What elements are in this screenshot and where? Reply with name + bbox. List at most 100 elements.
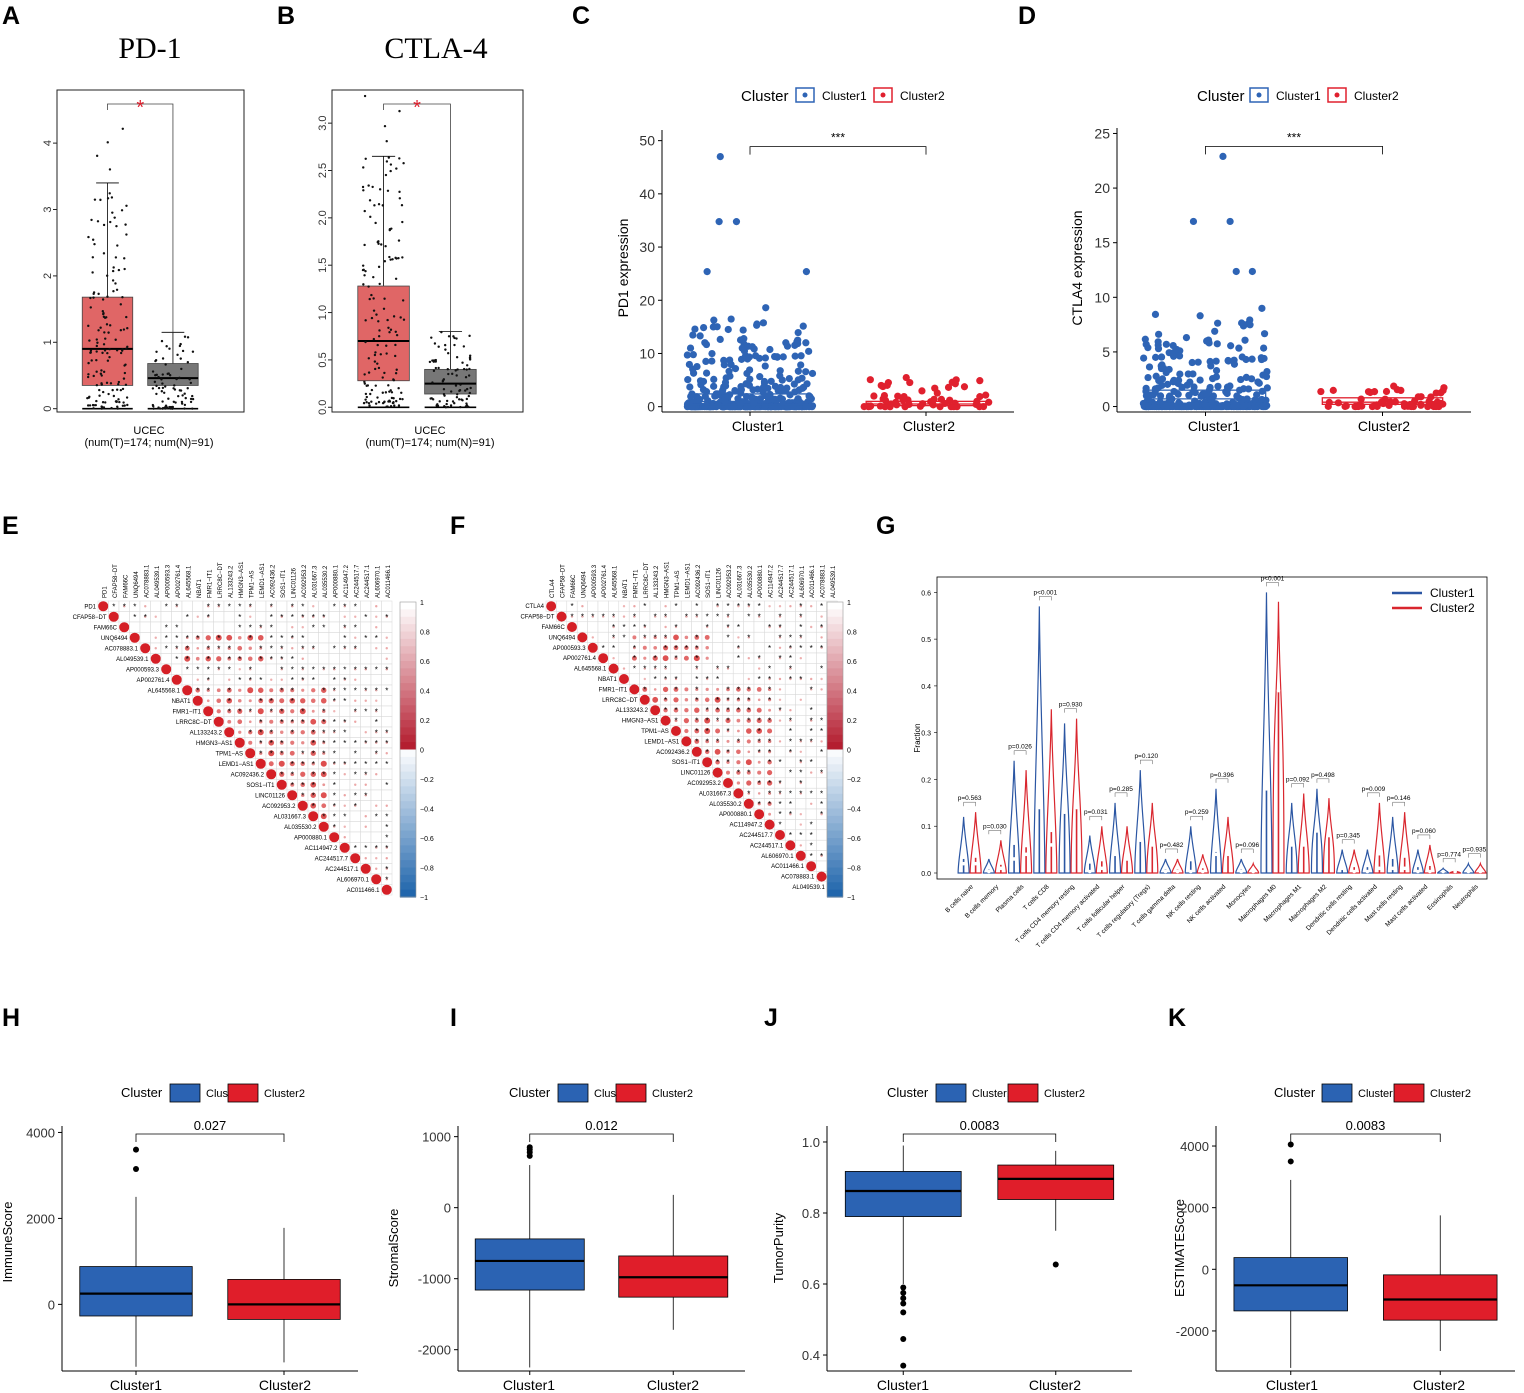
panel-e-corr-dot [279, 771, 285, 777]
panel-e-corr-dot [279, 687, 285, 693]
panel-g-violin-median [987, 869, 991, 874]
panel-g-p-bracket [1367, 792, 1380, 797]
panel-e-signif-star: * [354, 749, 357, 758]
panel-f-corr-dot [736, 749, 741, 755]
panel-f-cell [784, 621, 796, 633]
panel-e-signif-star: * [322, 665, 325, 674]
panel-e-signif-star: * [238, 613, 241, 622]
panel-g-p-bracket [1442, 858, 1456, 863]
panel-f-corr-dot [591, 615, 594, 618]
panel-g-p-bracket [1064, 708, 1077, 713]
panel-e-signif-star: * [375, 844, 378, 853]
panel-f-colorbar-tick: 0.4 [847, 689, 857, 696]
panel-f-signif-star: * [664, 644, 667, 653]
panel-f-col-label: AC078883.1 [821, 564, 827, 598]
panel-f-colorbar-tick: 0.8 [847, 630, 857, 637]
panel-f-cell [701, 663, 713, 675]
panel-g-pvalue: p=0.345 [1336, 833, 1360, 840]
panel-e-signif-star: * [301, 634, 304, 643]
panel-b-jitter-point [428, 360, 432, 364]
panel-e-cell [318, 674, 330, 686]
panel-e-corr-dot [354, 804, 357, 807]
panel-a-jitter-point [119, 329, 123, 332]
panel-e-corr-dot [171, 674, 182, 685]
panel-e-corr-dot [300, 782, 306, 788]
panel-e-signif-star: * [312, 623, 315, 632]
panel-f-colorbar-segment [827, 734, 843, 743]
panel-e-corr-dot [182, 685, 193, 696]
panel-f-signif-star: * [768, 717, 771, 726]
panel-f-signif-star: * [768, 779, 771, 788]
panel-f-corr-dot [602, 615, 605, 618]
panel-b-jitter-point [387, 326, 390, 330]
panel-h-xtick-cluster2: Cluster2 [259, 1377, 311, 1393]
panel-e-corr-dot [207, 615, 210, 618]
panel-g-violin-median [1377, 866, 1382, 871]
panel-g-xtick-label: Dendritic cells resting [1305, 883, 1354, 932]
panel-a-jitter-point [101, 406, 105, 410]
panel-f-signif-star: * [778, 613, 781, 622]
panel-a-jitter-point [108, 168, 112, 171]
panel-a-box-T [81, 296, 134, 386]
panel-e-corr-dot [248, 720, 252, 724]
panel-e-signif-star: * [270, 655, 273, 664]
panel-f-signif-star: * [643, 665, 646, 674]
panel-e-corr-dot [333, 710, 336, 713]
panel-e-row-label: AP002761.4 [136, 678, 170, 684]
panel-e-signif-star: * [333, 676, 336, 685]
panel-a-jitter-point [124, 223, 127, 226]
panel-a-jitter-point [95, 154, 99, 158]
panel-f-row-label: LRRC8C−DT [602, 698, 638, 704]
panel-a-jitter-point [125, 347, 128, 350]
panel-e-colorbar-segment [400, 771, 416, 780]
panel-f-signif-star: * [737, 737, 740, 746]
panel-d-ytick-label: 10 [1094, 289, 1110, 305]
panel-f-cell [816, 694, 828, 706]
panel-e-corr-dot [258, 698, 264, 704]
panel-f-corr-dot [733, 788, 744, 799]
panel-g-ytick-label: 0.2 [921, 777, 931, 784]
panel-e-signif-star: * [249, 634, 252, 643]
panel-e-corr-dot [385, 846, 388, 849]
panel-e-corr-dot [301, 668, 304, 671]
panel-e-corr-dot [385, 636, 388, 639]
panel-f-signif-star: * [799, 633, 802, 642]
panel-f-corr-dot [684, 708, 689, 713]
panel-e-corr-dot [311, 762, 315, 766]
panel-e-signif-star: * [333, 781, 336, 790]
panel-a-jitter-point [99, 198, 102, 202]
panel-g-violin-median [999, 866, 1003, 871]
panel-f-signif-star: * [591, 613, 594, 622]
panel-e-corr-dot [280, 657, 283, 660]
panel-f-corr-dot [768, 625, 771, 629]
panel-f-signif-star: * [716, 675, 719, 684]
panel-f-col-label: TPM1−AS [675, 570, 681, 598]
panel-e-row-label: AC244517.1 [325, 867, 359, 873]
panel-e-corr-dot [333, 699, 336, 702]
panel-e-signif-star: * [238, 655, 241, 664]
panel-e-signif-star: * [322, 812, 325, 821]
panel-g-violin-median [1226, 852, 1230, 857]
panel-f-signif-star: * [768, 644, 771, 653]
panel-f-signif-star: * [789, 633, 792, 642]
panel-b-jitter-point [379, 353, 382, 356]
panel-a-jitter-point [173, 384, 176, 387]
panel-b-jitter-point [380, 243, 383, 246]
panel-b-jitter-point [363, 243, 366, 247]
panel-c-ylabel: PD1 expression [615, 219, 631, 318]
panel-e-cell [370, 789, 382, 801]
panel-f-signif-star: * [799, 737, 802, 746]
panel-b-jitter-point [382, 307, 386, 310]
panel-b-jitter-point [395, 399, 398, 403]
panel-f-corr-dot [746, 728, 752, 734]
panel-e-cell [318, 632, 330, 644]
panel-e-signif-star: * [291, 718, 294, 727]
panel-f-signif-star: * [820, 769, 823, 778]
panel-f-cell [597, 621, 609, 633]
panel-a-jitter-point [95, 358, 98, 362]
panel-f-signif-star: * [778, 623, 781, 632]
panel-e-corr-dot [300, 761, 305, 766]
panel-f-cell [764, 652, 776, 664]
panel-f-colorbar-segment [827, 779, 843, 787]
panel-f-signif-star: * [789, 665, 792, 674]
